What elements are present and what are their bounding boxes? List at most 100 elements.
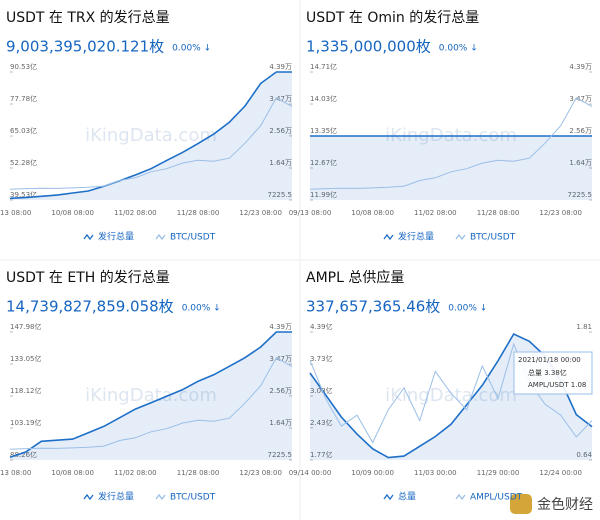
logo-icon <box>510 494 532 514</box>
panel-title: USDT 在 TRX 的发行总量 <box>6 10 170 26</box>
tick-label: 13.35亿 <box>310 126 337 135</box>
tick-label: 4.39亿 <box>310 322 333 331</box>
x-tick-label: 11/28 08:00 <box>177 469 220 477</box>
tooltip <box>513 351 593 395</box>
legend-icon <box>383 233 394 241</box>
tick-label: 2.56万 <box>569 127 592 135</box>
x-tick-label: 11/28 08:00 <box>477 209 520 217</box>
x-tick-label: 11/03 00:00 <box>414 469 457 477</box>
tick-label: 1.64万 <box>269 419 292 427</box>
tick-label: 7225.5 <box>568 191 593 199</box>
x-tick-label: 12/23 08:00 <box>239 469 282 477</box>
series-line <box>9 331 292 459</box>
series-line <box>309 342 593 444</box>
legend-label: 发行总量 <box>98 231 134 243</box>
x-tick-label: 11/28 08:00 <box>177 209 220 217</box>
x-tick-label: 10/08 08:00 <box>51 209 94 217</box>
x-tick-label: 12/23 08:00 <box>239 209 282 217</box>
tick-label: 11.99亿 <box>310 190 337 199</box>
tick-label: 0.64 <box>576 451 592 459</box>
tick-label: 103.19亿 <box>10 418 42 427</box>
supply-value: 1,335,000,000枚 <box>306 38 431 56</box>
supply-value: 337,657,365.46枚 <box>306 298 440 316</box>
x-tick-label: 11/02 08:00 <box>114 469 157 477</box>
tick-label: 7225.5 <box>268 451 293 459</box>
series-line <box>9 357 293 450</box>
tick-label: 88.26亿 <box>10 450 37 459</box>
legend-icon <box>83 493 94 501</box>
legend-label: BTC/USDT <box>170 493 216 503</box>
series-line <box>9 97 293 190</box>
area <box>10 332 292 460</box>
supply-value: 9,003,395,020.121枚 <box>6 38 164 56</box>
supply-value: 14,739,827,859.058枚 <box>6 298 174 316</box>
series-line <box>9 71 292 200</box>
change: 0.00% ↓ <box>172 44 211 54</box>
tooltip-row: 总量 3.38亿 <box>528 368 567 377</box>
tick-label: 90.53亿 <box>10 62 37 71</box>
tick-label: 3.47万 <box>269 95 292 103</box>
legend-label: BTC/USDT <box>170 233 216 243</box>
legend-icon <box>455 233 466 241</box>
tick-label: 1.77亿 <box>310 450 333 459</box>
tick-label: 2.56万 <box>269 387 292 395</box>
legend-icon <box>455 493 466 501</box>
tick-label: 52.28亿 <box>10 158 37 167</box>
legend-label: AMPL/USDT <box>470 493 523 503</box>
tick-label: 4.39万 <box>269 323 292 331</box>
tick-label: 7225.5 <box>268 191 293 199</box>
legend-icon <box>383 493 394 501</box>
x-tick-label: 10/08 08:00 <box>51 469 94 477</box>
area <box>310 136 592 200</box>
watermark: iKingData.com <box>85 125 217 146</box>
legend-label: 总量 <box>398 491 416 503</box>
tick-label: 14.71亿 <box>310 62 337 71</box>
watermark: iKingData.com <box>385 385 517 406</box>
x-tick-label: 10/08 08:00 <box>351 209 394 217</box>
logo-text: 金色财经 <box>537 496 593 513</box>
change: 0.00% ↓ <box>448 304 487 314</box>
tick-label: 12.67亿 <box>310 158 337 167</box>
tick-label: 65.03亿 <box>10 126 37 135</box>
x-tick-label: 09/13 08:00 <box>289 209 332 217</box>
legend-label: 发行总量 <box>398 231 434 243</box>
x-tick-label: 10/09 00:00 <box>351 469 394 477</box>
tick-label: 2.43亿 <box>310 418 333 427</box>
tick-label: 3.47万 <box>269 355 292 363</box>
x-tick-label: 09/14 00:00 <box>289 469 332 477</box>
tooltip-time: 2021/01/18 00:00 <box>518 356 581 364</box>
x-tick-label: 12/24 00:00 <box>539 469 582 477</box>
x-tick-label: 11/02 08:00 <box>414 209 457 217</box>
tick-label: 1.64万 <box>569 159 592 167</box>
tooltip-row: AMPL/USDT 1.08 <box>528 381 586 389</box>
tick-label: 77.78亿 <box>10 94 37 103</box>
legend-label: BTC/USDT <box>470 233 516 243</box>
x-tick-label: 12/23 08:00 <box>539 209 582 217</box>
tick-label: 3.73亿 <box>310 354 333 363</box>
tick-label: 3.47万 <box>569 95 592 103</box>
legend-icon <box>83 233 94 241</box>
legend-label: 发行总量 <box>98 491 134 503</box>
tick-label: 4.39万 <box>569 63 592 71</box>
area <box>10 72 292 200</box>
legend-icon <box>155 493 166 501</box>
x-tick-label: 09/13 08:00 <box>0 469 31 477</box>
tick-label: 1.81 <box>576 323 592 331</box>
panel-title: USDT 在 ETH 的发行总量 <box>6 270 170 286</box>
tick-label: 1.64万 <box>269 159 292 167</box>
x-tick-label: 11/29 00:00 <box>477 469 520 477</box>
watermark: iKingData.com <box>85 385 217 406</box>
panel-title: AMPL 总供应量 <box>306 269 404 286</box>
change: 0.00% ↓ <box>182 304 221 314</box>
x-tick-label: 09/13 08:00 <box>0 209 31 217</box>
tick-label: 2.56万 <box>269 127 292 135</box>
legend-icon <box>155 233 166 241</box>
panel-title: USDT 在 Omin 的发行总量 <box>306 10 479 26</box>
x-tick-label: 11/02 08:00 <box>114 209 157 217</box>
tick-label: 133.05亿 <box>10 354 42 363</box>
tick-label: 14.03亿 <box>310 94 337 103</box>
tick-label: 4.39万 <box>269 63 292 71</box>
change: 0.00% ↓ <box>439 44 478 54</box>
tick-label: 39.53亿 <box>10 190 37 199</box>
